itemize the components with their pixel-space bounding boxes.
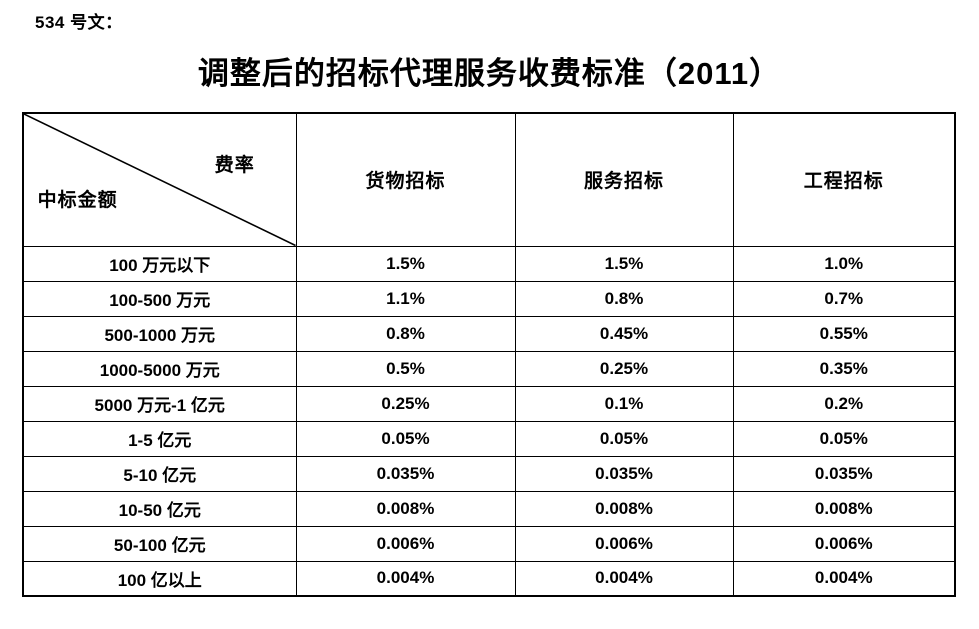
rate-cell: 0.45% (514, 315, 734, 352)
rate-cell: 0.006% (295, 525, 516, 562)
rate-cell: 0.5% (295, 350, 516, 387)
rate-cell: 0.006% (732, 525, 956, 562)
rate-cell: 0.035% (732, 455, 956, 492)
corner-amount-label: 中标金额 (37, 190, 118, 211)
table-row: 5000 万元-1 亿元 0.25% 0.1% 0.2% (22, 385, 956, 422)
rate-cell: 0.035% (514, 455, 734, 492)
diagonal-line (24, 114, 296, 246)
table-row: 1-5 亿元 0.05% 0.05% 0.05% (22, 420, 956, 457)
row-range-cell: 5-10 亿元 (22, 455, 297, 492)
corner-rate-label: 费率 (214, 154, 255, 176)
rate-cell: 0.7% (732, 280, 956, 317)
rate-cell: 0.035% (295, 455, 516, 492)
rate-cell: 0.35% (732, 350, 956, 387)
rate-cell: 0.05% (514, 420, 734, 457)
row-range-cell: 1-5 亿元 (22, 420, 297, 457)
table-row: 100 亿以上 0.004% 0.004% 0.004% (22, 560, 956, 597)
row-range-cell: 5000 万元-1 亿元 (22, 385, 297, 422)
table-header-row: 费率 中标金额 货物招标 服务招标 工程招标 (22, 112, 956, 247)
doc-ref: 534 号文： (35, 13, 123, 32)
column-header-services: 服务招标 (514, 112, 734, 247)
row-range-cell: 50-100 亿元 (22, 525, 297, 562)
rate-cell: 0.004% (295, 560, 516, 597)
table-row: 1000-5000 万元 0.5% 0.25% 0.35% (22, 350, 956, 387)
row-range-cell: 1000-5000 万元 (22, 350, 297, 387)
rate-cell: 0.006% (514, 525, 734, 562)
rate-cell: 0.25% (295, 385, 516, 422)
rate-cell: 0.004% (732, 560, 956, 597)
rate-cell: 1.0% (732, 245, 956, 282)
rate-cell: 0.8% (514, 280, 734, 317)
rate-cell: 0.1% (514, 385, 734, 422)
column-header-goods: 货物招标 (295, 112, 516, 247)
rate-cell: 0.25% (514, 350, 734, 387)
table-row: 5-10 亿元 0.035% 0.035% 0.035% (22, 455, 956, 492)
rate-cell: 1.5% (514, 245, 734, 282)
rate-cell: 0.05% (295, 420, 516, 457)
corner-header-cell: 费率 中标金额 (22, 112, 297, 247)
rate-cell: 0.008% (514, 490, 734, 527)
column-header-engineering: 工程招标 (732, 112, 956, 247)
rate-cell: 0.008% (732, 490, 956, 527)
rate-cell: 0.8% (295, 315, 516, 352)
table-row: 500-1000 万元 0.8% 0.45% 0.55% (22, 315, 956, 352)
row-range-cell: 10-50 亿元 (22, 490, 297, 527)
table-row: 100-500 万元 1.1% 0.8% 0.7% (22, 280, 956, 317)
rate-cell: 1.5% (295, 245, 516, 282)
table-row: 10-50 亿元 0.008% 0.008% 0.008% (22, 490, 956, 527)
fee-rate-table: 费率 中标金额 货物招标 服务招标 工程招标 100 万元以下 1.5% 1.5… (22, 112, 956, 597)
rate-cell: 1.1% (295, 280, 516, 317)
rate-cell: 0.004% (514, 560, 734, 597)
row-range-cell: 100 万元以下 (22, 245, 297, 282)
row-range-cell: 100-500 万元 (22, 280, 297, 317)
row-range-cell: 500-1000 万元 (22, 315, 297, 352)
page-title: 调整后的招标代理服务收费标准（2011） (197, 56, 782, 91)
rate-cell: 0.2% (732, 385, 956, 422)
row-range-cell: 100 亿以上 (22, 560, 297, 597)
table-row: 50-100 亿元 0.006% 0.006% 0.006% (22, 525, 956, 562)
rate-cell: 0.05% (732, 420, 956, 457)
table-row: 100 万元以下 1.5% 1.5% 1.0% (22, 245, 956, 282)
rate-cell: 0.55% (732, 315, 956, 352)
rate-cell: 0.008% (295, 490, 516, 527)
